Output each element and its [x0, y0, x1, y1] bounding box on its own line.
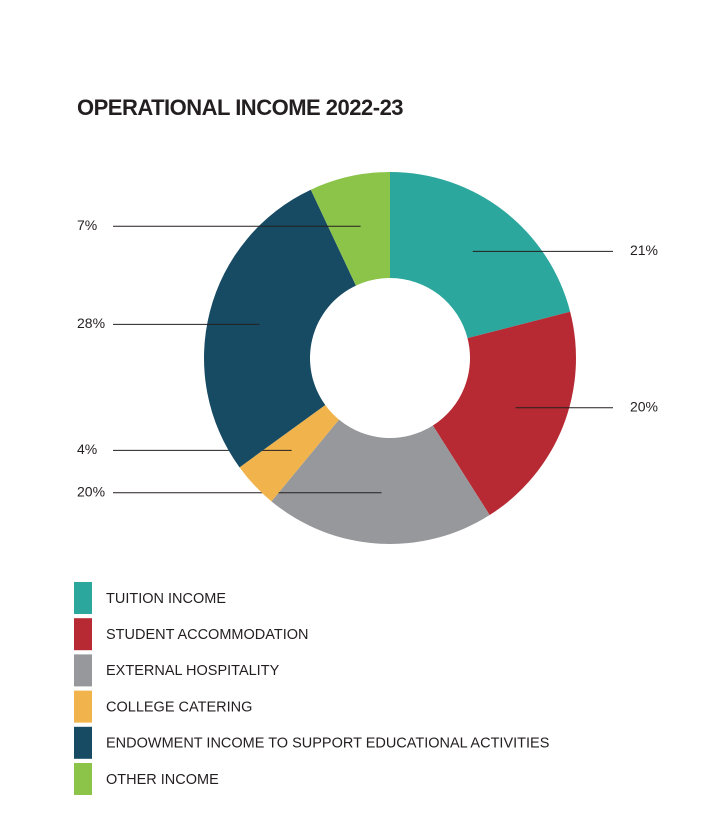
donut-slice	[271, 419, 490, 544]
legend-label: EXTERNAL HOSPITALITY	[106, 663, 280, 679]
legend-label: TUITION INCOME	[106, 591, 226, 607]
legend-swatch	[74, 690, 92, 723]
data-label: 20%	[630, 398, 658, 414]
donut-slice	[432, 311, 577, 516]
legend-label: STUDENT ACCOMMODATION	[106, 627, 308, 643]
legend-label: ENDOWMENT INCOME TO SUPPORT EDUCATIONAL …	[106, 736, 549, 752]
legend-swatch	[74, 654, 92, 687]
legend-swatch	[74, 618, 92, 651]
legend-label: OTHER INCOME	[106, 772, 219, 788]
legend-swatch	[74, 582, 92, 614]
donut-slice	[239, 405, 340, 502]
data-label: 20%	[77, 483, 105, 499]
legend-swatch	[74, 763, 92, 795]
chart-title: OPERATIONAL INCOME 2022-23	[77, 95, 403, 120]
data-label: 28%	[77, 315, 105, 331]
data-label: 7%	[77, 217, 97, 233]
legend-swatch	[74, 726, 92, 759]
data-label: 21%	[630, 242, 658, 258]
donut-slice	[390, 172, 571, 339]
donut-slice	[203, 189, 356, 468]
donut-slice	[310, 172, 390, 286]
data-label: 4%	[77, 441, 97, 457]
legend-label: COLLEGE CATERING	[106, 699, 252, 715]
